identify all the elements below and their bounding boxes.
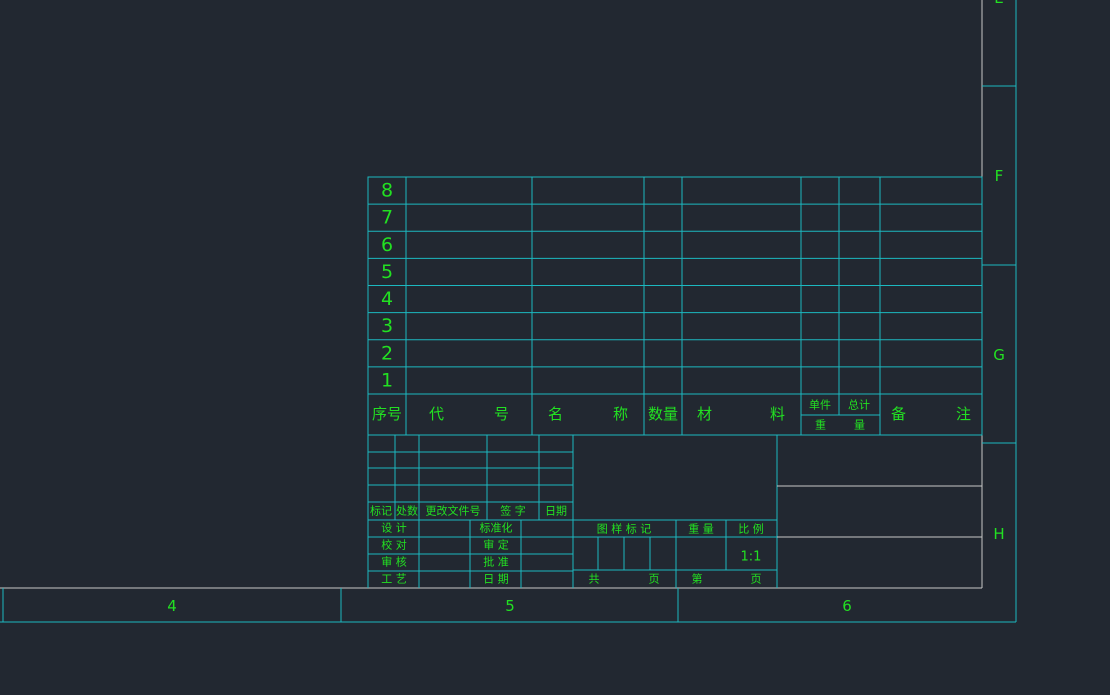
zone-label: 5: [505, 597, 515, 615]
cell: 设 计: [381, 522, 407, 535]
row-number: 4: [381, 288, 393, 310]
header-cell: 名 称: [548, 405, 628, 423]
cell: 批 准: [483, 555, 509, 569]
cell: 标准化: [480, 521, 513, 535]
cell: 日 期: [483, 573, 509, 586]
cell: 日期: [545, 505, 567, 518]
parts-list: [367, 176, 983, 436]
cell: 共: [589, 573, 600, 586]
cell: 标记: [370, 504, 392, 518]
cell: 第: [692, 572, 703, 586]
zone-label: 4: [167, 597, 177, 615]
row-number: 3: [381, 315, 393, 337]
row-number: 5: [381, 261, 393, 283]
header-cell: 单件: [809, 399, 831, 412]
scale-value: 1:1: [741, 550, 762, 565]
header-cell: 总计: [848, 398, 870, 412]
title-block: [367, 435, 982, 588]
frame: [0, 0, 1017, 623]
cell: 工 艺: [381, 573, 407, 586]
header-cell: 备 注: [891, 405, 971, 423]
cell: 比 例: [738, 522, 764, 536]
cell: 审 核: [381, 555, 407, 569]
header-cell: 数量: [648, 405, 678, 423]
zone-label: E: [994, 0, 1003, 7]
row-number: 7: [381, 207, 393, 229]
cell: 处数: [396, 505, 418, 518]
cell: 页: [649, 573, 660, 586]
row-number: 8: [381, 180, 393, 202]
zone-label: G: [993, 346, 1005, 364]
cell: 更改文件号: [426, 504, 481, 518]
header-cell: 序号: [372, 405, 402, 423]
header-cell: 材 料: [697, 405, 785, 423]
cell: 图 样 标 记: [597, 522, 652, 536]
cell: 校 对: [381, 538, 407, 552]
cell: 签 字: [500, 504, 526, 518]
cell: 审 定: [483, 538, 509, 552]
row-number: 1: [381, 369, 393, 391]
cell: 页: [751, 573, 762, 586]
zone-label: 6: [842, 597, 852, 615]
row-number: 6: [381, 234, 393, 256]
zone-label: F: [995, 167, 1004, 185]
header-cell: 代 号: [429, 405, 509, 423]
cell: 重 量: [688, 522, 714, 536]
zone-label: H: [993, 525, 1004, 543]
header-cell: 重 量: [815, 418, 865, 432]
row-number: 2: [381, 342, 393, 364]
